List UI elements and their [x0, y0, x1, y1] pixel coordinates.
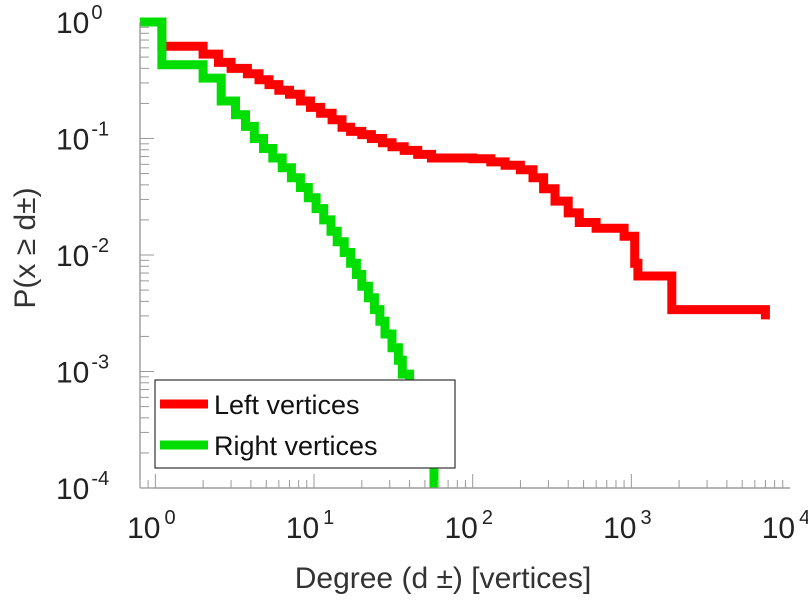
y-axis-title: P(x ≥ d±) — [9, 187, 42, 308]
y-minor-ticks — [140, 26, 154, 489]
legend-label-left-vertices: Left vertices — [214, 390, 360, 420]
x-axis-title: Degree (d ±) [vertices] — [295, 562, 592, 595]
plot-area — [140, 17, 770, 488]
y-tick-label: 10 -1 — [56, 119, 109, 157]
legend: Left vertices Right vertices — [154, 379, 456, 469]
series-line-right-vertices — [140, 17, 439, 488]
y-tick-label: 10 0 — [56, 2, 103, 40]
y-tick-label: 10 -4 — [56, 468, 109, 506]
legend-box — [154, 379, 456, 469]
x-tick-label: 10 1 — [286, 507, 335, 545]
legend-label-right-vertices: Right vertices — [214, 431, 378, 461]
series-line-left-vertices — [155, 17, 770, 320]
y-tick-label: 10 -3 — [56, 352, 109, 390]
x-tick-label: 10 2 — [444, 507, 493, 545]
x-tick-label: 10 0 — [127, 507, 176, 545]
x-tick-label: 10 3 — [603, 507, 652, 545]
x-minor-ticks — [139, 474, 784, 488]
x-tick-labels: 10 0 10 1 10 2 10 3 10 4 — [127, 507, 808, 545]
x-tick-label: 10 4 — [762, 507, 808, 545]
y-tick-label: 10 -2 — [56, 235, 109, 273]
